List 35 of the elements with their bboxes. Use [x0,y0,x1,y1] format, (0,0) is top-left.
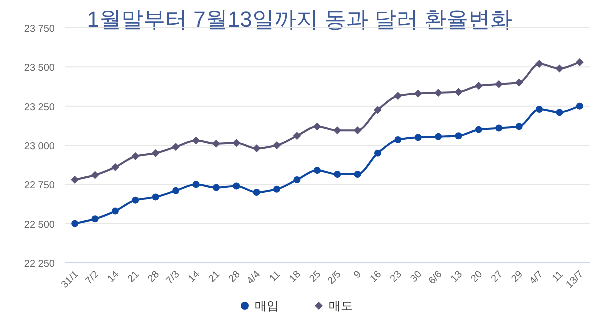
x-tick-label: 28 [146,269,162,285]
x-tick-label: 23 [388,269,405,285]
x-tick-label: 13 [449,269,466,285]
x-tick-label: 14 [186,269,203,285]
x-tick-label: 29 [510,269,526,285]
x-tick-label: 16 [368,269,384,285]
y-tick-label: 23 000 [24,142,56,152]
x-tick-label: 4/4 [245,269,264,287]
x-tick-label: 18 [288,269,304,285]
x-tick-label: 7/3 [164,269,182,287]
x-tick-label: 6/6 [427,269,445,287]
x-tick-label: 25 [308,269,324,285]
y-tick-label: 23 500 [24,63,56,74]
y-tick-label: 23 750 [24,24,56,35]
x-tick-label: 31/1 [60,269,82,291]
x-tick-label: 14 [106,269,122,285]
x-tick-label: 11 [550,269,566,284]
y-tick-label: 22 250 [24,259,56,270]
x-tick-label: 11 [268,269,284,284]
x-tick-label: 4/7 [528,269,546,287]
x-tick-label: 21 [206,269,223,285]
legend-label: 매도 [329,299,353,313]
x-tick-label: 30 [408,269,425,285]
x-tick-label: 27 [490,269,506,285]
x-tick-label: 21 [126,269,142,285]
y-tick-label: 22 500 [24,220,56,231]
y-tick-label: 23 250 [24,102,56,114]
x-tick-label: 9 [352,269,364,282]
y-tick-label: 22 750 [24,180,56,192]
legend-label: 매입 [255,299,279,313]
x-tick-label: 7/2 [84,269,102,287]
x-tick-label: 2/5 [326,269,344,287]
title: 1월말부터 7월13일까지 동과 달러 환율변화 [87,7,513,32]
x-tick-label: 28 [227,269,244,285]
x-tick-label: 20 [469,269,486,285]
